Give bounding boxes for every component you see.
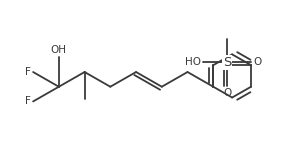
- Text: F: F: [25, 67, 31, 77]
- Text: O: O: [223, 88, 231, 98]
- Text: HO: HO: [186, 57, 202, 67]
- Text: F: F: [25, 97, 31, 106]
- Text: OH: OH: [51, 45, 67, 55]
- Text: S: S: [223, 56, 231, 69]
- Text: O: O: [253, 57, 261, 67]
